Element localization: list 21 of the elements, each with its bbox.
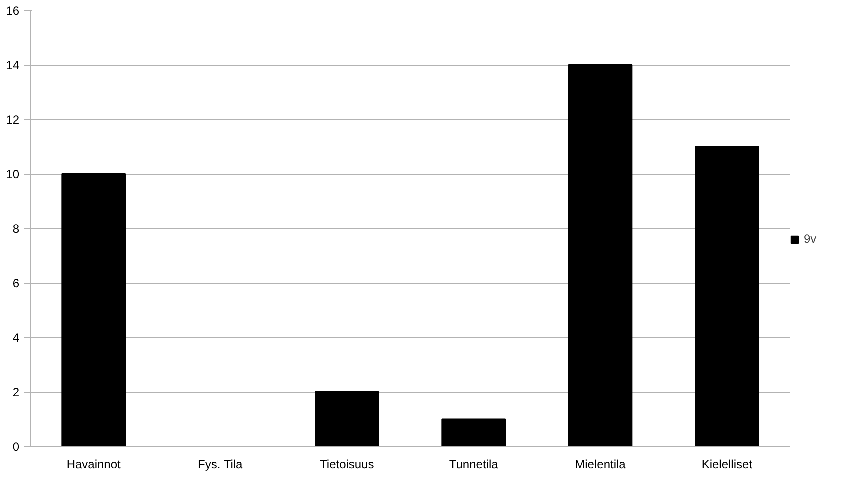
- bar: [62, 174, 126, 446]
- legend-label: 9v: [804, 232, 818, 246]
- x-tick-label: Tietoisuus: [320, 458, 374, 472]
- y-tick-label: 4: [12, 331, 20, 345]
- y-tick-label: 10: [6, 168, 20, 182]
- x-tick-label: Havainnot: [66, 458, 122, 472]
- bar: [568, 64, 633, 446]
- y-tick-label: 14: [6, 58, 20, 72]
- x-tick-label: Mielentila: [575, 458, 626, 472]
- x-tick-label: Kielelliset: [702, 458, 754, 472]
- x-tick-label: Fys. Tila: [198, 458, 244, 472]
- bar: [315, 392, 380, 446]
- y-tick-label: 8: [12, 222, 20, 236]
- x-tick-label: Tunnetila: [449, 458, 499, 472]
- bar: [695, 146, 760, 446]
- y-tick-label: 2: [12, 386, 20, 400]
- bar: [442, 418, 506, 446]
- y-tick-label: 0: [12, 440, 20, 454]
- y-tick-label: 16: [6, 4, 20, 18]
- y-tick-label: 12: [6, 113, 20, 127]
- y-tick-label: 6: [12, 276, 20, 290]
